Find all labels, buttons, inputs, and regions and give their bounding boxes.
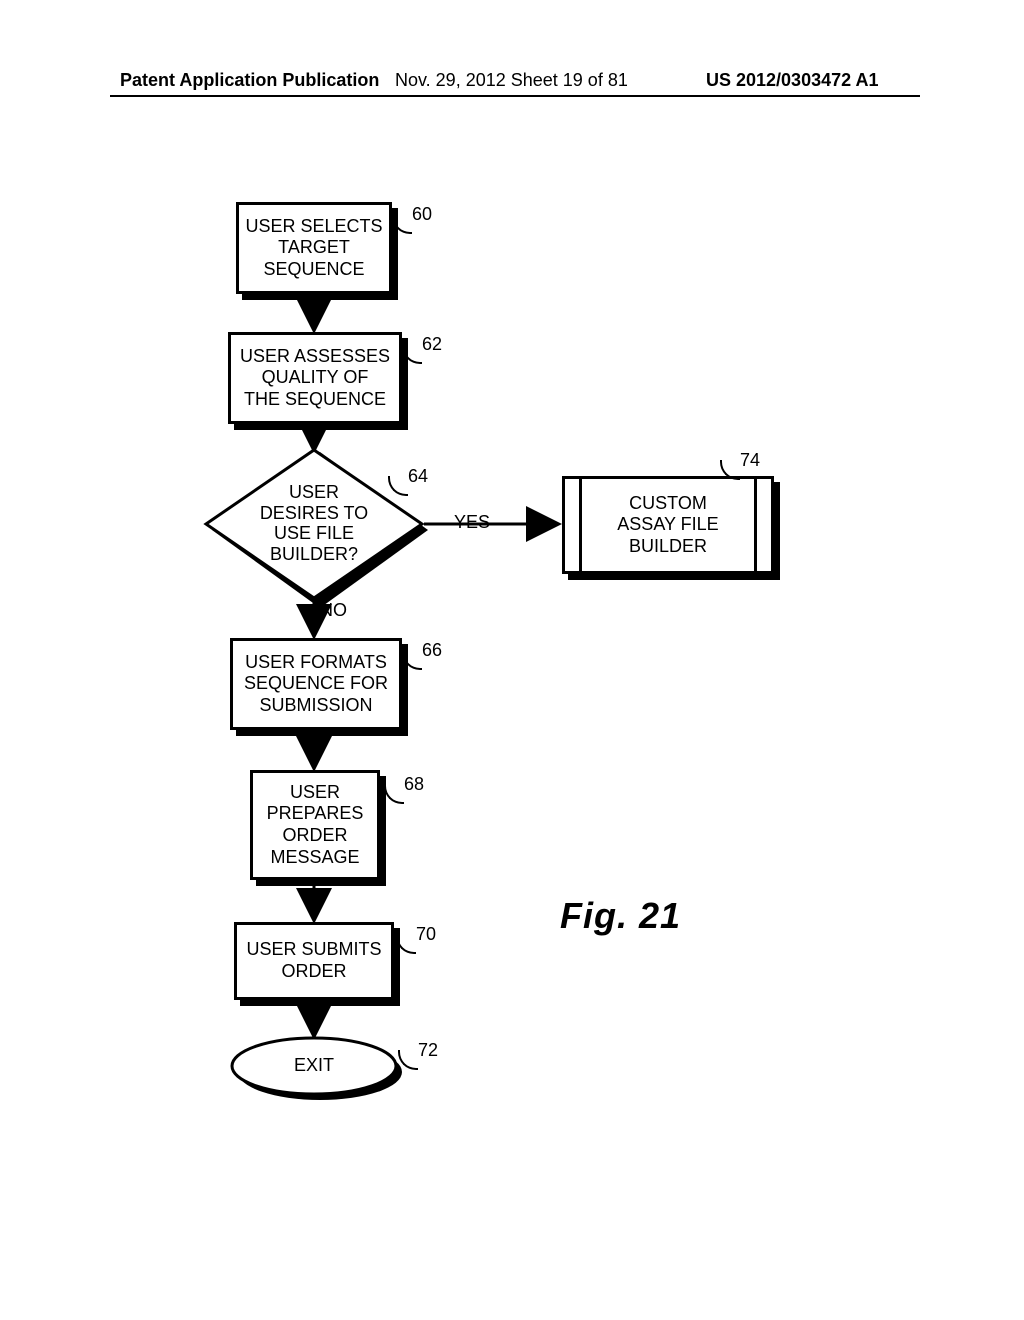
process-60: USER SELECTSTARGETSEQUENCE	[236, 202, 392, 294]
subprocess-74: CUSTOMASSAY FILEBUILDER	[562, 476, 774, 574]
flowchart-canvas	[0, 0, 1024, 1320]
process-62-text: USER ASSESSESQUALITY OFTHE SEQUENCE	[240, 346, 390, 411]
terminator-72-text: EXIT	[270, 1055, 358, 1076]
subprocess-74-text: CUSTOMASSAY FILEBUILDER	[591, 493, 744, 558]
subprocess-74-bar-right	[754, 479, 757, 571]
edge-label-no: NO	[320, 600, 347, 621]
process-62: USER ASSESSESQUALITY OFTHE SEQUENCE	[228, 332, 402, 424]
reflabel-62: 62	[422, 334, 442, 355]
reflabel-74: 74	[740, 450, 760, 471]
reflabel-70: 70	[416, 924, 436, 945]
reflabel-72: 72	[418, 1040, 438, 1061]
process-60-text: USER SELECTSTARGETSEQUENCE	[245, 216, 382, 281]
subprocess-74-bar-left	[579, 479, 582, 571]
figure-label: Fig. 21	[560, 895, 681, 937]
process-70-text: USER SUBMITSORDER	[246, 939, 381, 982]
process-70: USER SUBMITSORDER	[234, 922, 394, 1000]
decision-64-text: USERDESIRES TOUSE FILEBUILDER?	[248, 482, 380, 565]
reflabel-66: 66	[422, 640, 442, 661]
process-68: USERPREPARESORDERMESSAGE	[250, 770, 380, 880]
process-66: USER FORMATSSEQUENCE FORSUBMISSION	[230, 638, 402, 730]
reflabel-68: 68	[404, 774, 424, 795]
process-66-text: USER FORMATSSEQUENCE FORSUBMISSION	[244, 652, 388, 717]
reflabel-64: 64	[408, 466, 428, 487]
reflabel-60: 60	[412, 204, 432, 225]
process-68-text: USERPREPARESORDERMESSAGE	[267, 782, 364, 868]
edge-label-yes: YES	[454, 512, 490, 533]
